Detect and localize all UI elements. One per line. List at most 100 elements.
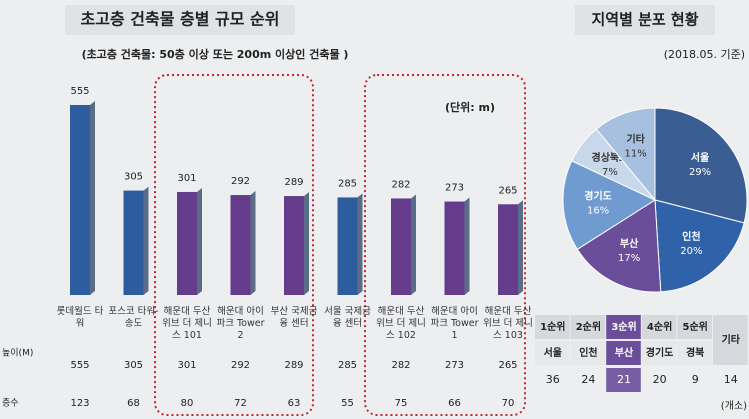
bar-side: [357, 193, 363, 295]
floor-cell: 80: [181, 398, 194, 409]
region-cell: [677, 341, 712, 365]
region-cell: [606, 341, 641, 365]
header-text: 2순위: [576, 320, 601, 333]
pie-slice: [654, 199, 745, 293]
bar-side: [143, 186, 149, 295]
highlight-cell: [606, 368, 641, 392]
floor-cell: 68: [127, 398, 140, 409]
floor-cell: 55: [341, 398, 354, 409]
pie-subtitle: (2018.05. 기준): [664, 48, 745, 61]
floor-cell: 66: [448, 398, 461, 409]
bar: [284, 196, 304, 295]
count-cell: 21: [617, 373, 631, 386]
region-text: 경북: [686, 346, 704, 359]
region-text: 인천: [579, 346, 597, 359]
value-label: 282: [391, 179, 410, 190]
value-label: 292: [231, 176, 250, 187]
header-text: 기타: [722, 333, 741, 346]
bar: [177, 191, 197, 295]
bar-side: [518, 200, 523, 295]
header-cell: [570, 315, 606, 339]
value-label: 305: [124, 172, 143, 183]
height-cell: 301: [177, 360, 196, 371]
slice-value: 11%: [625, 148, 647, 159]
count-cell: 24: [581, 373, 595, 386]
pie-slice: [654, 107, 748, 224]
building-name: 해운대 아이파크 Tower 1: [430, 306, 479, 341]
region-text: 부산: [615, 346, 634, 359]
bar-side: [250, 191, 256, 295]
region-text: 경기도: [646, 346, 674, 359]
header-cell: [535, 315, 570, 339]
bar-side: [411, 194, 416, 295]
height-cell: 282: [391, 360, 410, 371]
region-text: 서울: [544, 346, 562, 359]
floor-cell: 72: [234, 398, 247, 409]
floor-cell: 75: [395, 398, 408, 409]
bar: [498, 204, 518, 295]
slice-value: 29%: [689, 167, 711, 178]
header-cell: [677, 315, 712, 339]
value-label: 285: [338, 178, 357, 189]
slice-label: 경기도: [584, 190, 612, 203]
slice-value: 7%: [602, 167, 618, 178]
slice-value: 16%: [587, 206, 609, 217]
slice-label: 부산: [620, 237, 639, 250]
chart-title: 초고층 건축물 층별 규모 순위: [81, 10, 280, 29]
title-box: [65, 5, 295, 35]
building-name: 포스코 타워-송도: [108, 306, 159, 329]
height-cell: 292: [231, 360, 250, 371]
building-name: 롯데월드 타워: [56, 306, 104, 329]
unit: (단위: m): [445, 100, 495, 114]
slice-value: 20%: [680, 246, 702, 257]
value-label: 289: [284, 177, 303, 188]
building-name: 해운대 두산 위브 더 제니스 103: [483, 306, 533, 341]
pie-title: 지역별 분포 현황: [591, 11, 698, 29]
height-cell: 273: [445, 360, 464, 371]
count-cell: 14: [724, 373, 738, 386]
slice-label: 서울: [691, 151, 709, 164]
height-cell: 285: [338, 360, 357, 371]
header-text: 1순위: [540, 320, 565, 333]
bar-side: [304, 192, 309, 295]
slice-label: 기타: [626, 132, 645, 145]
count-cell: 20: [653, 373, 667, 386]
bar: [230, 195, 251, 295]
height-cell: 289: [284, 360, 303, 371]
value-label: 265: [498, 185, 517, 196]
region-cell: [570, 341, 606, 365]
header-cell: [641, 315, 677, 339]
floor-cell: 70: [502, 398, 515, 409]
pie-slice: [595, 107, 656, 202]
pie-slice: [562, 160, 657, 250]
value-label: 555: [70, 86, 89, 97]
floor-cell: 123: [70, 398, 89, 409]
row-label: 층수: [2, 398, 19, 409]
header-text: 4순위: [647, 320, 672, 333]
bar-side: [90, 101, 95, 295]
building-name: 해운대 두산 위브 더 제니스 101: [162, 306, 212, 341]
count-cell: 9: [692, 373, 699, 386]
slice-value: 17%: [618, 253, 640, 264]
title-box: [575, 5, 715, 35]
bar: [337, 197, 358, 295]
building-name: 부산 국제금융 센터: [270, 306, 318, 329]
slice-label: 인천: [682, 230, 700, 243]
pie-slice: [576, 199, 662, 293]
header-text: 3순위: [611, 320, 636, 333]
bar-side: [464, 197, 470, 295]
building-name: 해운대 두산 위브 더 제니스 102: [376, 306, 426, 341]
building-name: 서울 국제금융 센터: [324, 306, 371, 329]
header-cell: [713, 315, 748, 365]
region-cell: [535, 341, 570, 365]
bar: [70, 105, 90, 295]
table-unit: (개소): [721, 400, 747, 412]
region-cell: [641, 341, 677, 365]
floor-cell: 63: [288, 398, 301, 409]
bar-side: [197, 187, 202, 295]
header-cell: [606, 315, 641, 339]
height-cell: 305: [124, 360, 143, 371]
bar: [391, 198, 411, 295]
